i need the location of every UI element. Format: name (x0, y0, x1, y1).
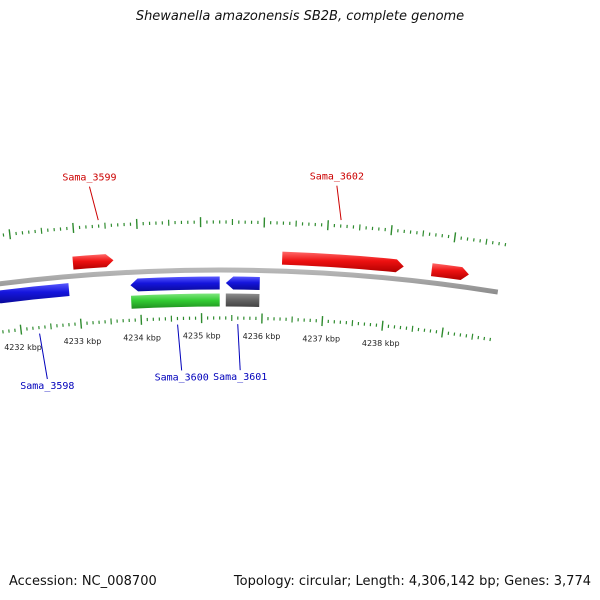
scale-tick-label: 4236 kbp (243, 332, 281, 341)
scale-tick-inner (50, 323, 52, 330)
reverse-cds-feature (0, 283, 70, 304)
gene-label-leader (177, 324, 183, 371)
scale-tick-label: 4237 kbp (302, 335, 340, 344)
scale-tick-label: 4235 kbp (183, 332, 221, 341)
gene-label: Sama_3599 (62, 173, 116, 184)
gene-label: Sama_3600 (155, 372, 209, 383)
scale-tick-outer (504, 242, 507, 247)
scale-tick-label: 4233 kbp (64, 337, 102, 346)
reverse-cds-feature (225, 276, 260, 290)
scale-tick-outer (453, 232, 457, 243)
reverse-cds-feature (130, 276, 220, 292)
scale-tick-outer (390, 225, 393, 236)
scale-tick-outer (498, 241, 500, 246)
scale-tick-outer (8, 229, 12, 240)
accession-text: Accession: NC_008700 (9, 574, 157, 589)
scale-tick-label: 4238 kbp (362, 339, 400, 348)
map-title: Shewanella amazonensis SB2B, complete ge… (135, 9, 465, 24)
gene-label-leader (336, 185, 342, 221)
scale-tick-inner (441, 327, 444, 338)
gene-label-leader (237, 324, 241, 371)
gene-label-leader (88, 186, 99, 221)
scale-tick-label: 4232 kbp (4, 343, 42, 352)
scale-tick-outer (326, 220, 329, 231)
genome-summary-text: Topology: circular; Length: 4,306,142 bp… (233, 574, 591, 589)
scale-tick-outer (40, 227, 43, 234)
scale-tick-outer (485, 238, 488, 245)
scale-tick-inner (381, 320, 384, 331)
scale-tick-outer (422, 230, 425, 237)
reverse-rna-feature (130, 293, 220, 309)
scale-tick-inner (19, 324, 23, 335)
scale-tick-label: 4234 kbp (123, 333, 161, 342)
scale-tick-inner (489, 337, 492, 342)
scale-tick-inner (471, 333, 474, 340)
gene-label-leader (39, 333, 48, 380)
reverse-other-dark-feature (225, 293, 260, 307)
genome-backbone (0, 267, 499, 295)
scale-tick-inner (321, 316, 324, 327)
gene-label: Sama_3598 (20, 381, 74, 392)
gene-label: Sama_3602 (310, 172, 364, 183)
forward-cds-feature (430, 263, 469, 280)
scale-tick-outer (72, 222, 75, 234)
forward-cds-feature (72, 254, 114, 270)
scale-tick-inner (79, 318, 83, 329)
forward-cds-feature (281, 251, 404, 273)
gene-label: Sama_3601 (213, 372, 267, 383)
scale-tick-inner (411, 325, 414, 332)
